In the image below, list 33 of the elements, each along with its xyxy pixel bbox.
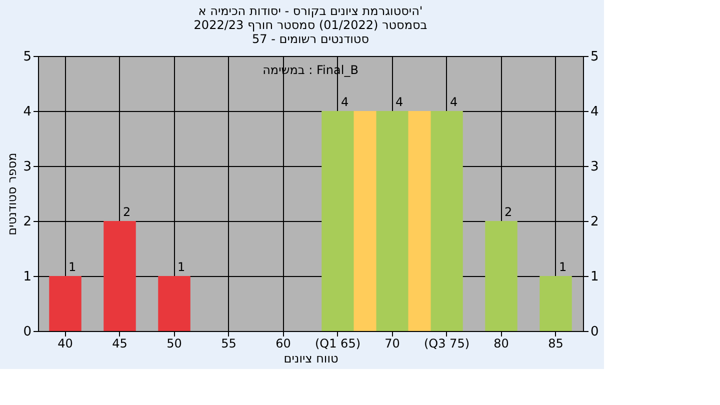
- data-label: 1: [68, 260, 76, 274]
- data-label: 2: [504, 205, 512, 219]
- y-tick-label: 2: [23, 214, 32, 230]
- data-label: 1: [177, 260, 186, 274]
- x-tick-label: 40: [58, 336, 73, 350]
- x-axis-title: טווח ציונים: [284, 352, 338, 366]
- y-tick-label: 3: [23, 160, 32, 174]
- x-tick-label: 80: [494, 336, 509, 350]
- x-tick-label: 50: [166, 336, 182, 350]
- y-tick-label: 1: [23, 270, 32, 284]
- data-label: 2: [122, 205, 131, 219]
- x-tick-label: 85: [548, 336, 564, 350]
- data-label: 4: [450, 95, 458, 109]
- x-tick-label: 60: [276, 336, 291, 350]
- data-label: 4: [340, 95, 349, 109]
- y-axis-title: מספר סטודנטים: [5, 152, 20, 236]
- data-label: 4: [395, 95, 404, 109]
- y-tick-label: 4: [23, 104, 32, 120]
- y-tick-label: 5: [23, 50, 32, 64]
- x-tick-label: 70: [384, 336, 400, 350]
- y-tick-label: 0: [23, 324, 32, 340]
- y2-tick-label: 1: [590, 270, 599, 284]
- y2-tick-label: 2: [590, 214, 599, 230]
- x-tick-label: 55: [221, 336, 236, 350]
- x-tick-label: 45: [112, 336, 128, 350]
- data-label: 1: [558, 260, 567, 274]
- y2-tick-label: 3: [590, 160, 599, 174]
- x-tick-label: (Q1 65): [314, 336, 361, 350]
- y2-tick-label: 5: [590, 50, 599, 64]
- y2-tick-label: 4: [590, 104, 599, 120]
- y2-tick-label: 0: [590, 324, 599, 340]
- x-tick-label: (Q3 75): [424, 336, 470, 350]
- chart-title: היסטוגרמת ציונים בקורס - יסודות הכימיה א' בסמסטר (01/2022) סמסטר חורף 2022/23 סטודנטים רשומים - 57: [194, 4, 428, 46]
